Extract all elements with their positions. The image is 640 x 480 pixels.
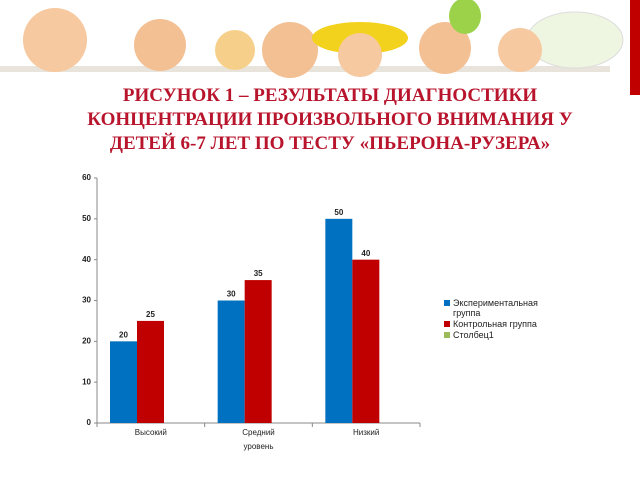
legend: Экспериментальная группа Контрольная груп… — [444, 298, 556, 341]
value-label: 30 — [227, 290, 236, 299]
value-label: 40 — [361, 249, 370, 258]
bar — [137, 320, 164, 423]
value-label: 25 — [146, 310, 155, 319]
legend-label: Контрольная группа — [453, 319, 537, 329]
legend-swatch — [444, 300, 450, 306]
value-label: 50 — [334, 208, 343, 217]
legend-swatch — [444, 332, 450, 338]
y-tick-label: 20 — [82, 336, 91, 345]
y-tick-label: 0 — [87, 418, 92, 427]
legend-label: Столбец1 — [453, 330, 494, 340]
legend-swatch — [444, 321, 450, 327]
value-label: 35 — [254, 269, 263, 278]
value-label: 20 — [119, 330, 128, 339]
bar — [110, 341, 137, 423]
legend-item: Столбец1 — [444, 330, 556, 340]
y-tick-label: 50 — [82, 214, 91, 223]
y-tick-label: 40 — [82, 255, 91, 264]
chart-title: РИСУНОК 1 – РЕЗУЛЬТАТЫ ДИАГНОСТИКИ КОНЦЕ… — [87, 85, 573, 154]
y-tick-label: 60 — [82, 173, 91, 182]
bar — [352, 259, 380, 423]
x-axis-label: уровень — [243, 442, 273, 451]
x-tick-label: Высокий — [135, 428, 167, 437]
legend-item: Экспериментальная группа — [444, 298, 556, 318]
y-tick-label: 30 — [82, 296, 91, 305]
legend-label: Экспериментальная группа — [453, 298, 538, 318]
bar — [325, 218, 353, 423]
legend-item: Контрольная группа — [444, 319, 556, 329]
x-tick-label: Средний — [242, 428, 275, 437]
y-tick-label: 10 — [82, 377, 91, 386]
x-tick-label: Низкий — [353, 428, 379, 437]
banner-decoration — [0, 0, 640, 95]
bar — [244, 280, 272, 423]
bar — [217, 300, 245, 423]
